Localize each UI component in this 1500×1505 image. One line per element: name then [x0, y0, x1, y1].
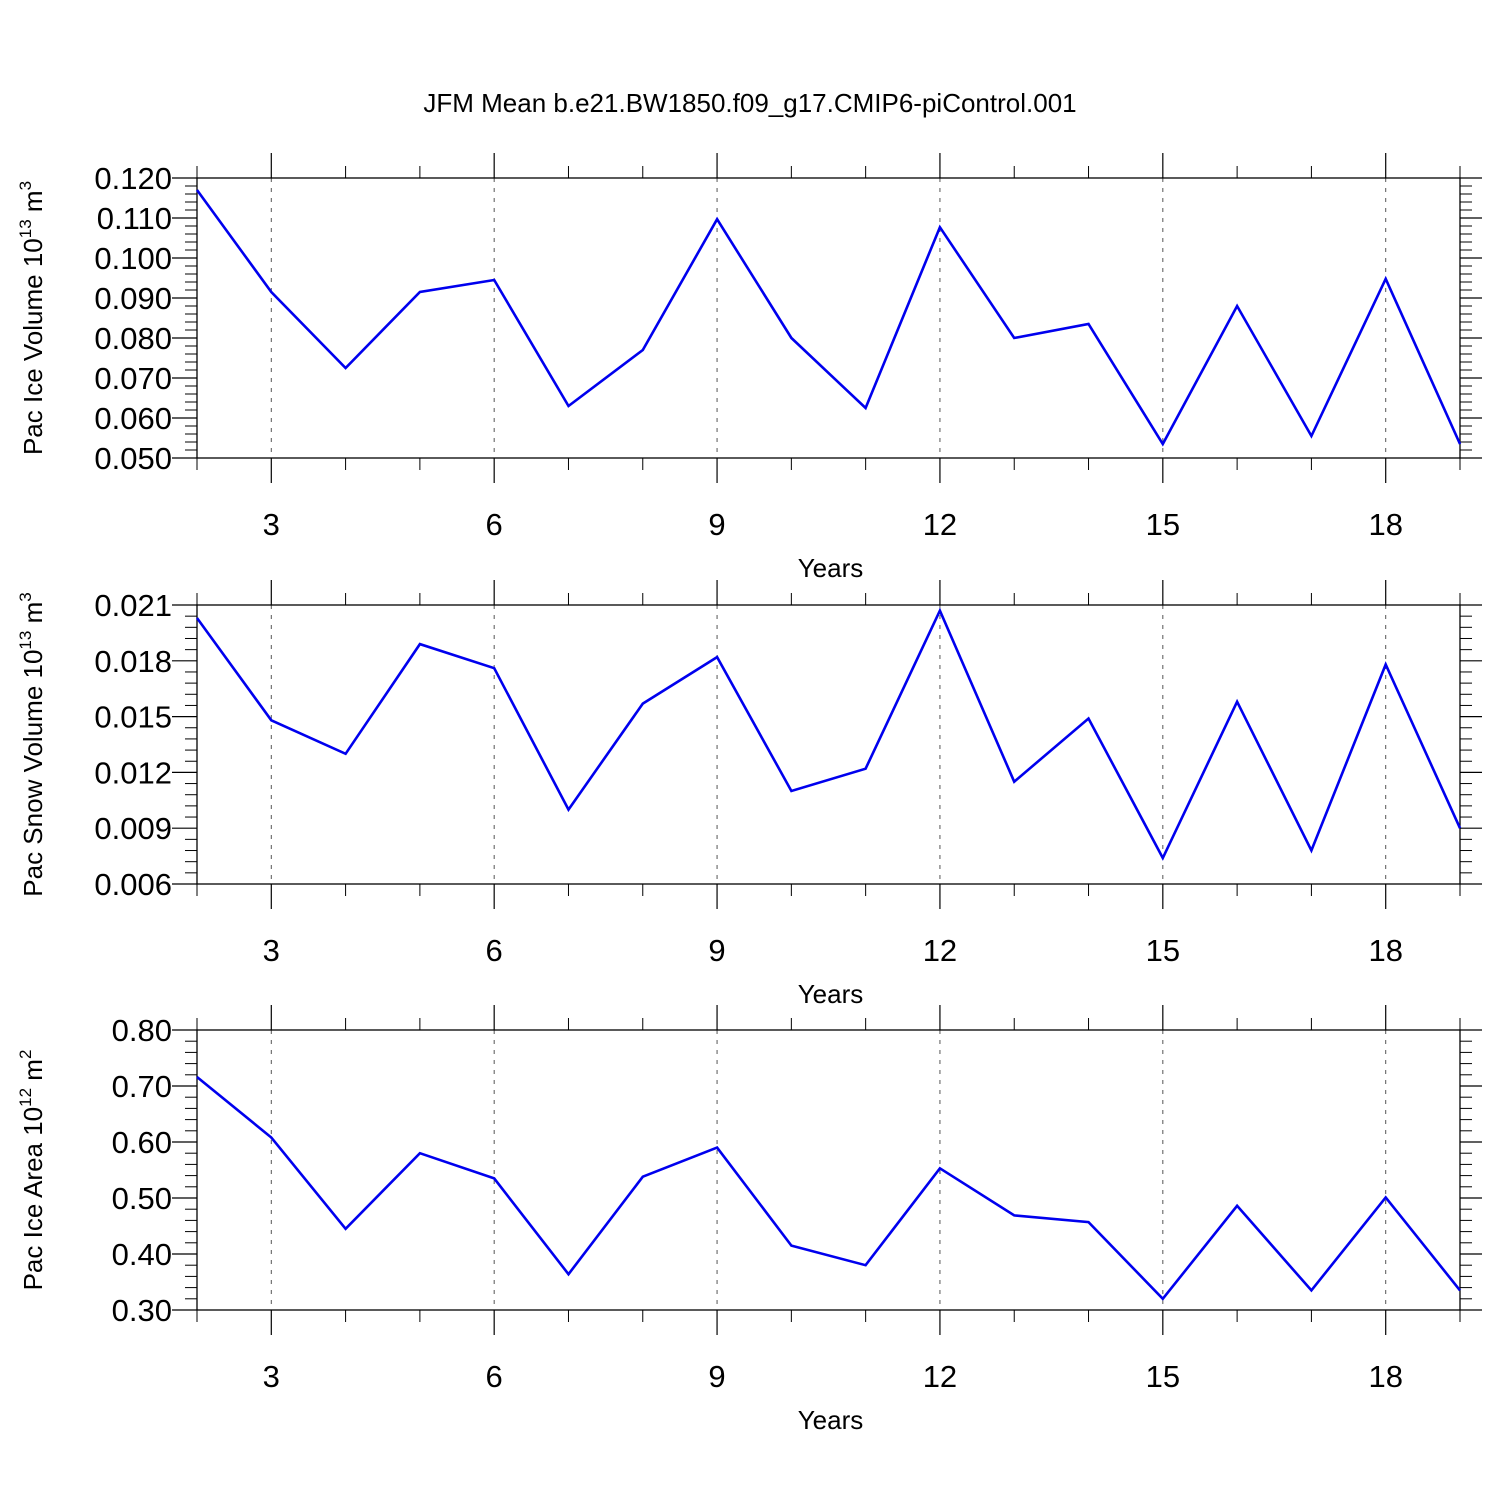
x-tick-label: 12	[923, 507, 957, 542]
y-axis-label: Pac Ice Volume 1013 m3	[16, 181, 48, 455]
y-tick-label: 0.120	[94, 161, 172, 196]
y-tick-label: 0.30	[112, 1293, 172, 1328]
x-tick-label: 9	[708, 507, 725, 542]
plot-frame	[196, 604, 1461, 885]
x-tick-label: 15	[1146, 1359, 1180, 1394]
y-tick-label: 0.090	[94, 281, 172, 316]
x-tick-label: 18	[1368, 507, 1402, 542]
x-tick-label: 3	[263, 507, 280, 542]
y-tick-label: 0.012	[94, 755, 172, 790]
y-tick-label: 0.070	[94, 361, 172, 396]
series-line	[195, 189, 1462, 447]
y-tick-label: 0.50	[112, 1181, 172, 1216]
x-axis-label: Years	[798, 553, 864, 583]
x-tick-label: 3	[263, 1359, 280, 1394]
chart-title: JFM Mean b.e21.BW1850.f09_g17.CMIP6-piCo…	[423, 88, 1077, 118]
x-axis-label: Years	[798, 979, 864, 1009]
y-axis-label: Pac Snow Volume 1013 m3	[16, 592, 48, 896]
x-tick-label: 12	[923, 933, 957, 968]
y-tick-label: 0.006	[94, 867, 172, 902]
y-tick-label: 0.018	[94, 644, 172, 679]
x-tick-label: 6	[486, 1359, 503, 1394]
y-tick-label: 0.60	[112, 1125, 172, 1160]
series-line	[196, 1075, 1462, 1301]
series-line	[195, 607, 1462, 861]
y-tick-label: 0.70	[112, 1069, 172, 1104]
x-tick-label: 6	[486, 507, 503, 542]
x-tick-label: 6	[486, 933, 503, 968]
x-tick-label: 18	[1368, 933, 1402, 968]
x-tick-label: 18	[1368, 1359, 1402, 1394]
y-tick-label: 0.110	[97, 201, 172, 236]
y-tick-label: 0.80	[112, 1013, 172, 1048]
y-tick-label: 0.100	[94, 241, 172, 276]
y-tick-label: 0.060	[94, 401, 172, 436]
x-tick-label: 12	[923, 1359, 957, 1394]
x-tick-label: 9	[708, 933, 725, 968]
y-tick-label: 0.015	[94, 700, 172, 735]
x-tick-label: 9	[708, 1359, 725, 1394]
y-tick-label: 0.40	[112, 1237, 172, 1272]
plot-frame	[196, 177, 1461, 459]
plot-frame	[196, 1029, 1461, 1311]
y-tick-label: 0.021	[94, 588, 172, 623]
y-tick-label: 0.009	[94, 811, 172, 846]
x-tick-label: 15	[1146, 933, 1180, 968]
x-axis-label: Years	[798, 1405, 864, 1435]
y-tick-label: 0.050	[94, 441, 172, 476]
y-axis-label: Pac Ice Area 1012 m2	[16, 1050, 48, 1291]
x-tick-label: 15	[1146, 507, 1180, 542]
y-tick-label: 0.080	[94, 321, 172, 356]
x-tick-label: 3	[263, 933, 280, 968]
